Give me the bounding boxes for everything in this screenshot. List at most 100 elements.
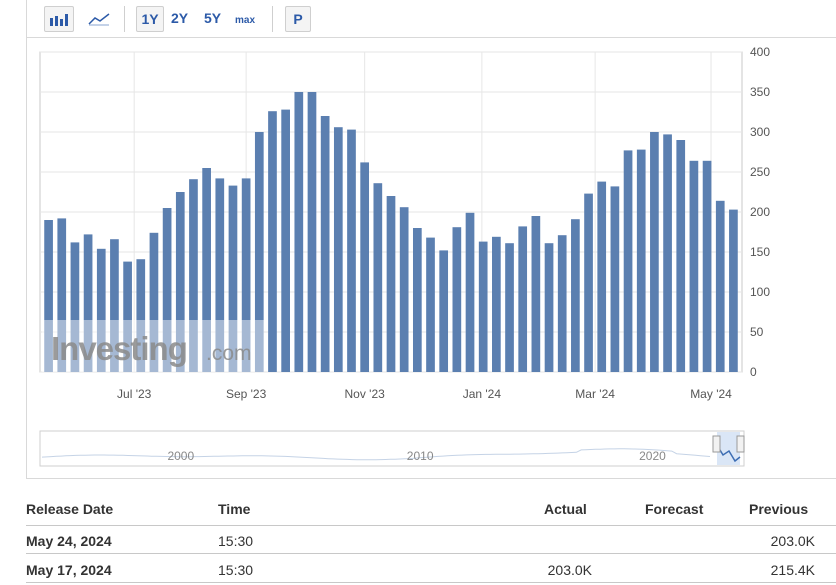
bar: [650, 132, 659, 372]
table-divider: [26, 582, 836, 583]
bar: [676, 140, 686, 372]
range-1y-button[interactable]: 1Y: [136, 6, 164, 32]
print-button[interactable]: P: [285, 6, 311, 32]
x-tick-label: Jul '23: [117, 387, 152, 401]
bar: [44, 220, 53, 372]
bar: [426, 237, 435, 372]
bar: [623, 150, 633, 372]
bar: [149, 232, 159, 372]
row-time: 15:30: [218, 533, 254, 549]
bar: [715, 200, 725, 372]
bar: [531, 216, 541, 372]
bar: [136, 259, 146, 372]
bar-chart-button[interactable]: [44, 6, 74, 32]
y-tick-label: 50: [750, 325, 764, 339]
table-row: May 24, 2024 15:30 203.0K: [26, 526, 836, 554]
toolbar-divider: [26, 37, 836, 38]
table-divider: [26, 525, 836, 526]
x-tick-label: May '24: [690, 387, 732, 401]
range-max-button[interactable]: max: [235, 15, 256, 26]
navigator-year-label: 2000: [167, 449, 194, 463]
bar: [729, 209, 738, 372]
row-time: 15:30: [218, 562, 254, 578]
bar: [636, 149, 646, 372]
header-forecast: Forecast: [645, 501, 704, 517]
print-label: P: [293, 11, 303, 27]
bar: [557, 235, 567, 372]
y-tick-label: 100: [750, 285, 770, 299]
bar: [347, 129, 356, 372]
bar: [175, 192, 185, 372]
bar: [610, 186, 620, 372]
bar: [412, 228, 422, 372]
header-release-date: Release Date: [26, 501, 114, 517]
bar: [228, 185, 238, 372]
bar: [465, 212, 475, 372]
bar: [386, 196, 396, 372]
range-1y-label: 1Y: [141, 11, 159, 27]
bar: [294, 92, 304, 372]
bar: [268, 111, 277, 372]
bar: [571, 219, 580, 372]
bar: [689, 160, 699, 372]
header-previous: Previous: [749, 501, 809, 517]
toolbar-separator: [124, 6, 125, 32]
toolbar-separator: [272, 6, 273, 32]
bar: [478, 241, 488, 372]
y-tick-label: 0: [750, 365, 757, 379]
navigator-selection: [717, 432, 740, 465]
bar: [254, 132, 264, 372]
investing-watermark-suffix: .com: [206, 342, 252, 365]
row-previous: 215.4K: [770, 562, 815, 578]
line-chart-icon: [88, 13, 110, 26]
bar: [123, 261, 132, 372]
bar: [202, 168, 211, 372]
x-tick-label: Mar '24: [575, 387, 615, 401]
watermark-backdrop: [42, 320, 264, 372]
chart-toolbar: 1Y 2Y 5Y max P: [26, 4, 836, 34]
y-tick-label: 250: [750, 165, 770, 179]
bar-chart: 0 50 100 150 200 250 300 350 400 Investing .com Jul…: [39, 45, 770, 467]
bar: [96, 248, 106, 372]
bar: [584, 193, 593, 372]
navigator-series-line: [41, 448, 711, 461]
bar: [241, 178, 251, 372]
navigator-year-label: 2010: [407, 449, 434, 463]
row-previous: 203.0K: [770, 533, 815, 549]
row-actual: 203.0K: [547, 562, 592, 578]
header-actual: Actual: [544, 501, 587, 517]
table-header-row: Release Date Time Actual Forecast Previo…: [26, 493, 836, 521]
y-tick-label: 300: [750, 125, 770, 139]
bar: [307, 92, 317, 372]
line-chart-button[interactable]: [84, 6, 114, 32]
range-5y-button[interactable]: 5Y: [204, 10, 222, 26]
bar: [215, 178, 225, 372]
x-tick-label: Jan '24: [463, 387, 502, 401]
bar: [452, 227, 462, 372]
bar: [57, 218, 67, 372]
x-tick-label: Nov '23: [345, 387, 386, 401]
bar: [281, 109, 290, 372]
bar: [492, 236, 501, 372]
y-tick-label: 200: [750, 205, 770, 219]
y-tick-label: 350: [750, 85, 770, 99]
bar: [360, 162, 370, 372]
bar: [518, 226, 528, 372]
y-tick-label: 150: [750, 245, 770, 259]
bar: [663, 134, 672, 372]
bar: [399, 207, 409, 372]
bar: [333, 127, 343, 372]
bar: [544, 243, 554, 372]
y-tick-label: 400: [750, 45, 770, 59]
navigator-right-handle: [736, 435, 745, 453]
investing-watermark: Investing: [51, 330, 187, 367]
navigator-year-label: 2020: [639, 449, 666, 463]
x-tick-label: Sep '23: [226, 387, 267, 401]
bar: [83, 234, 93, 372]
bar: [439, 250, 449, 372]
bar: [189, 179, 198, 372]
bar: [505, 243, 514, 372]
row-release-date: May 24, 2024: [26, 533, 112, 549]
range-2y-button[interactable]: 2Y: [171, 10, 189, 26]
navigator-selected-line: [716, 444, 741, 463]
